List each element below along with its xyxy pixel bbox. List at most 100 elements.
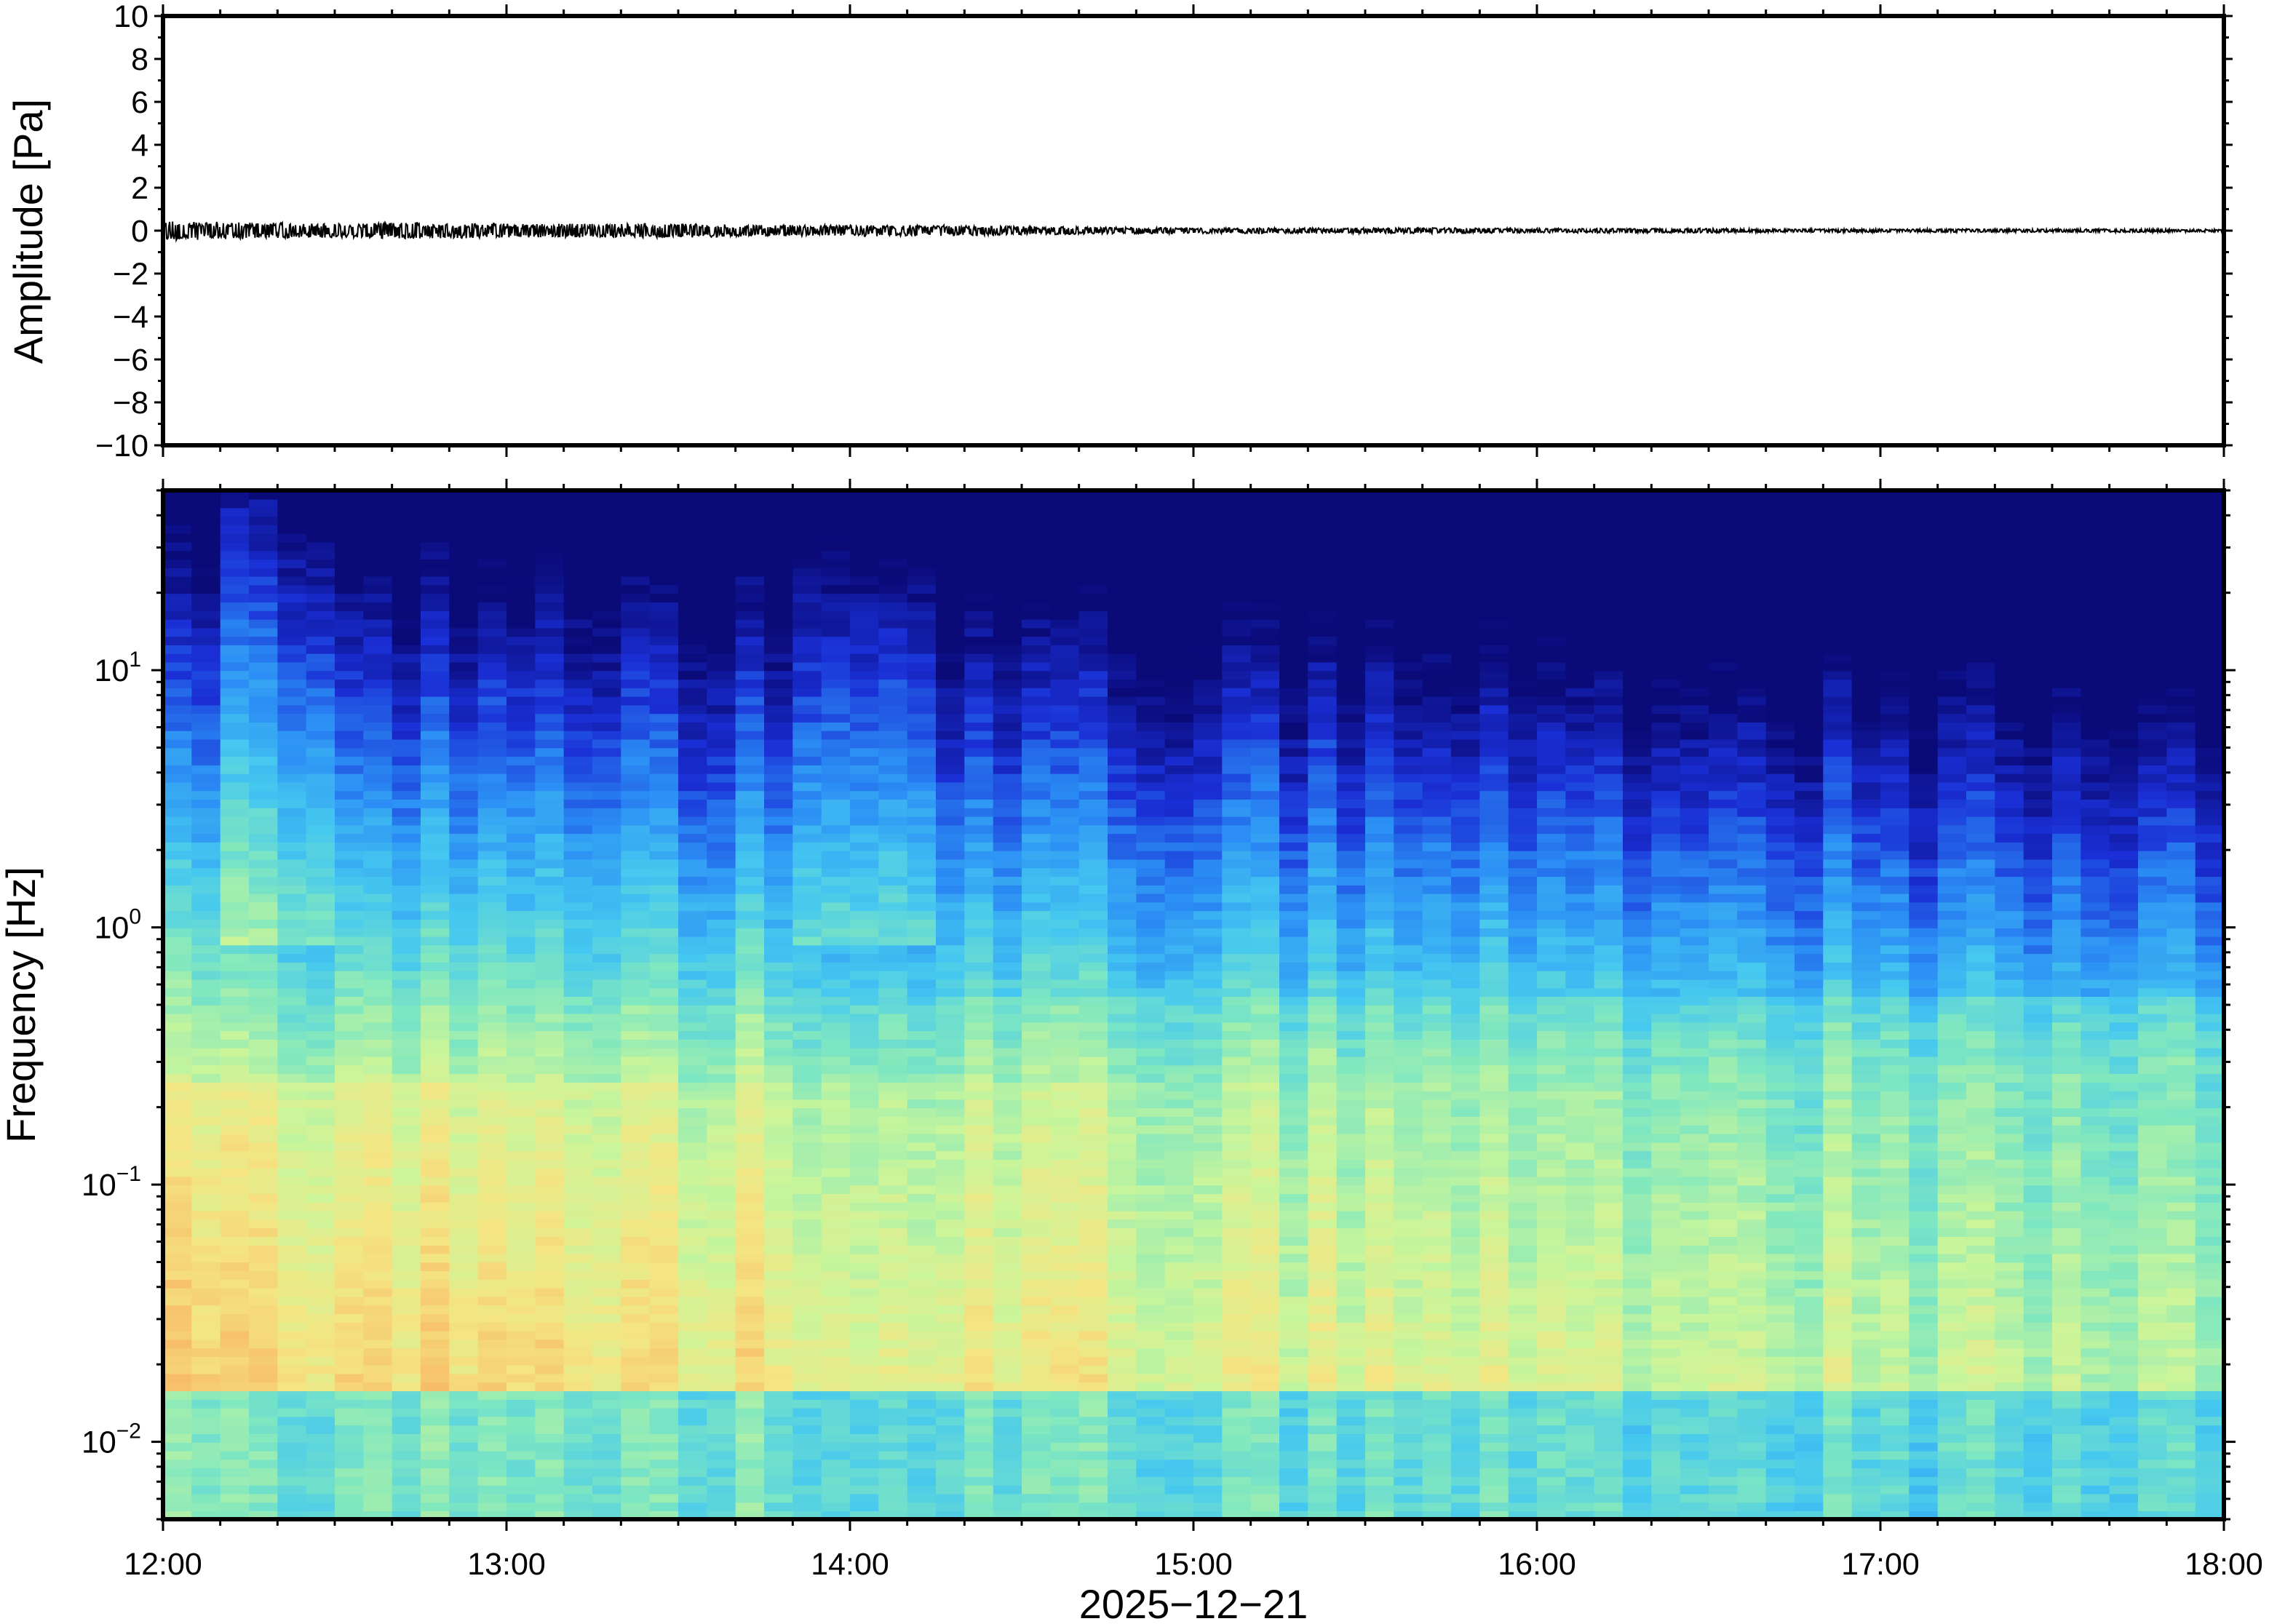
spectrogram-cell [335,1484,365,1494]
spectrogram-cell [506,1116,536,1126]
spectrogram-cell [392,1279,421,1289]
spectrogram-cell [821,1416,851,1426]
spectrogram-cell [678,610,708,620]
spectrogram-cell [249,602,279,611]
spectrogram-cell [707,1407,736,1417]
spectrogram-cell [707,773,736,783]
spectrogram-cell [1136,1510,1166,1519]
spectrogram-cell [907,816,937,826]
spectrogram-cell [277,1047,307,1057]
spectrogram-cell [678,1322,708,1332]
spectrogram-cell [277,533,307,543]
spectrogram-cell [878,1073,908,1083]
spectrogram-cell [249,1185,279,1195]
spectrogram-cell [363,1142,393,1152]
spectrogram-cell [277,1425,307,1434]
spectrogram-cell [392,1390,421,1400]
spectrogram-cell [850,1159,880,1169]
spectrogram-cell [878,1202,908,1211]
spectrogram-cell [764,1416,794,1426]
spectrogram-cell [1193,627,1223,637]
spectrogram-cell [964,1502,994,1511]
spectrogram-cell [277,1382,307,1392]
spectrogram-cell [850,936,880,946]
spectrogram-cell [191,928,221,937]
spectrogram-cell [1193,568,1223,577]
spectrogram-cell [1222,541,1252,552]
spectrogram-cell [449,541,479,552]
spectrogram-cell [1108,661,1137,672]
spectrogram-cell [1308,1502,1338,1511]
spectrogram-cell [936,661,966,672]
spectrogram-cell [392,679,421,688]
spectrogram-cell [1222,859,1252,869]
spectrogram-cell [735,568,765,577]
spectrogram-cell [535,610,565,620]
spectrogram-cell [363,525,393,534]
spectrogram-cell [1164,1219,1194,1229]
spectrogram-cell [277,498,307,509]
spectrogram-cell [621,1510,651,1519]
spectrogram-cell [335,833,365,843]
spectrogram-cell [1193,739,1223,749]
spectrogram-cell [535,1305,565,1314]
spectrogram-cell [477,568,507,577]
spectrogram-cell [220,490,250,500]
spectrogram-cell [1136,1262,1166,1272]
spectrogram-cell [1022,1390,1052,1400]
spectrogram-cell [449,876,479,885]
spectrogram-cell [649,919,679,928]
spectrogram-cell [964,550,994,560]
spectrogram-cell [1193,944,1223,955]
spectrogram-cell [1308,1322,1338,1332]
spectrogram-cell [535,1382,565,1392]
spectrogram-cell [220,756,250,765]
spectrogram-cell [993,1142,1022,1152]
spectrogram-cell [993,704,1022,715]
spectrogram-cell [1193,1390,1223,1400]
spectrogram-cell [363,661,393,672]
spectrogram-cell [277,901,307,912]
spectrogram-cell [249,1253,279,1263]
spectrogram-cell [964,739,994,749]
spectrogram-cell [907,1253,937,1263]
spectrogram-cell [363,953,393,963]
spectrogram-cell [163,1082,193,1091]
spectrogram-cell [964,713,994,723]
spectrogram-cell [678,1416,708,1426]
spectrogram-cell [850,1270,880,1280]
spectrogram-cell [363,696,393,706]
spectrogram-cell [850,627,880,637]
spectrogram-cell [821,876,851,885]
spectrogram-cell [477,1416,507,1426]
spectrogram-cell [1279,773,1309,783]
spectrogram-cell [621,516,651,525]
spectrogram-cell [1022,1313,1052,1323]
spectrogram-cell [306,1064,335,1075]
spectrogram-cell [1279,1270,1309,1280]
spectrogram-cell [1279,1167,1309,1177]
spectrogram-cell [392,688,421,697]
spectrogram-cell [1050,919,1080,928]
spectrogram-cell [1279,559,1309,568]
spectrogram-cell [1022,704,1052,715]
spectrogram-cell [477,645,507,654]
spectrogram-cell [1022,773,1052,783]
spectrogram-cell [277,893,307,903]
spectrogram-cell [563,1150,593,1160]
spectrogram-cell [707,1390,736,1400]
spectrogram-cell [592,1262,622,1272]
spectrogram-cell [191,1167,221,1177]
spectrogram-cell [392,928,421,937]
spectrogram-cell [1022,568,1052,577]
spectrogram-cell [563,645,593,654]
spectrogram-cell [1164,850,1194,860]
spectrogram-cell [392,773,421,783]
spectrogram-cell [421,618,450,629]
spectrogram-cell [449,1039,479,1048]
spectrogram-cell [764,919,794,928]
spectrogram-cell [993,525,1022,534]
spectrogram-cell [993,1484,1022,1494]
spectrogram-cell [993,944,1022,955]
spectrogram-cell [764,747,794,757]
